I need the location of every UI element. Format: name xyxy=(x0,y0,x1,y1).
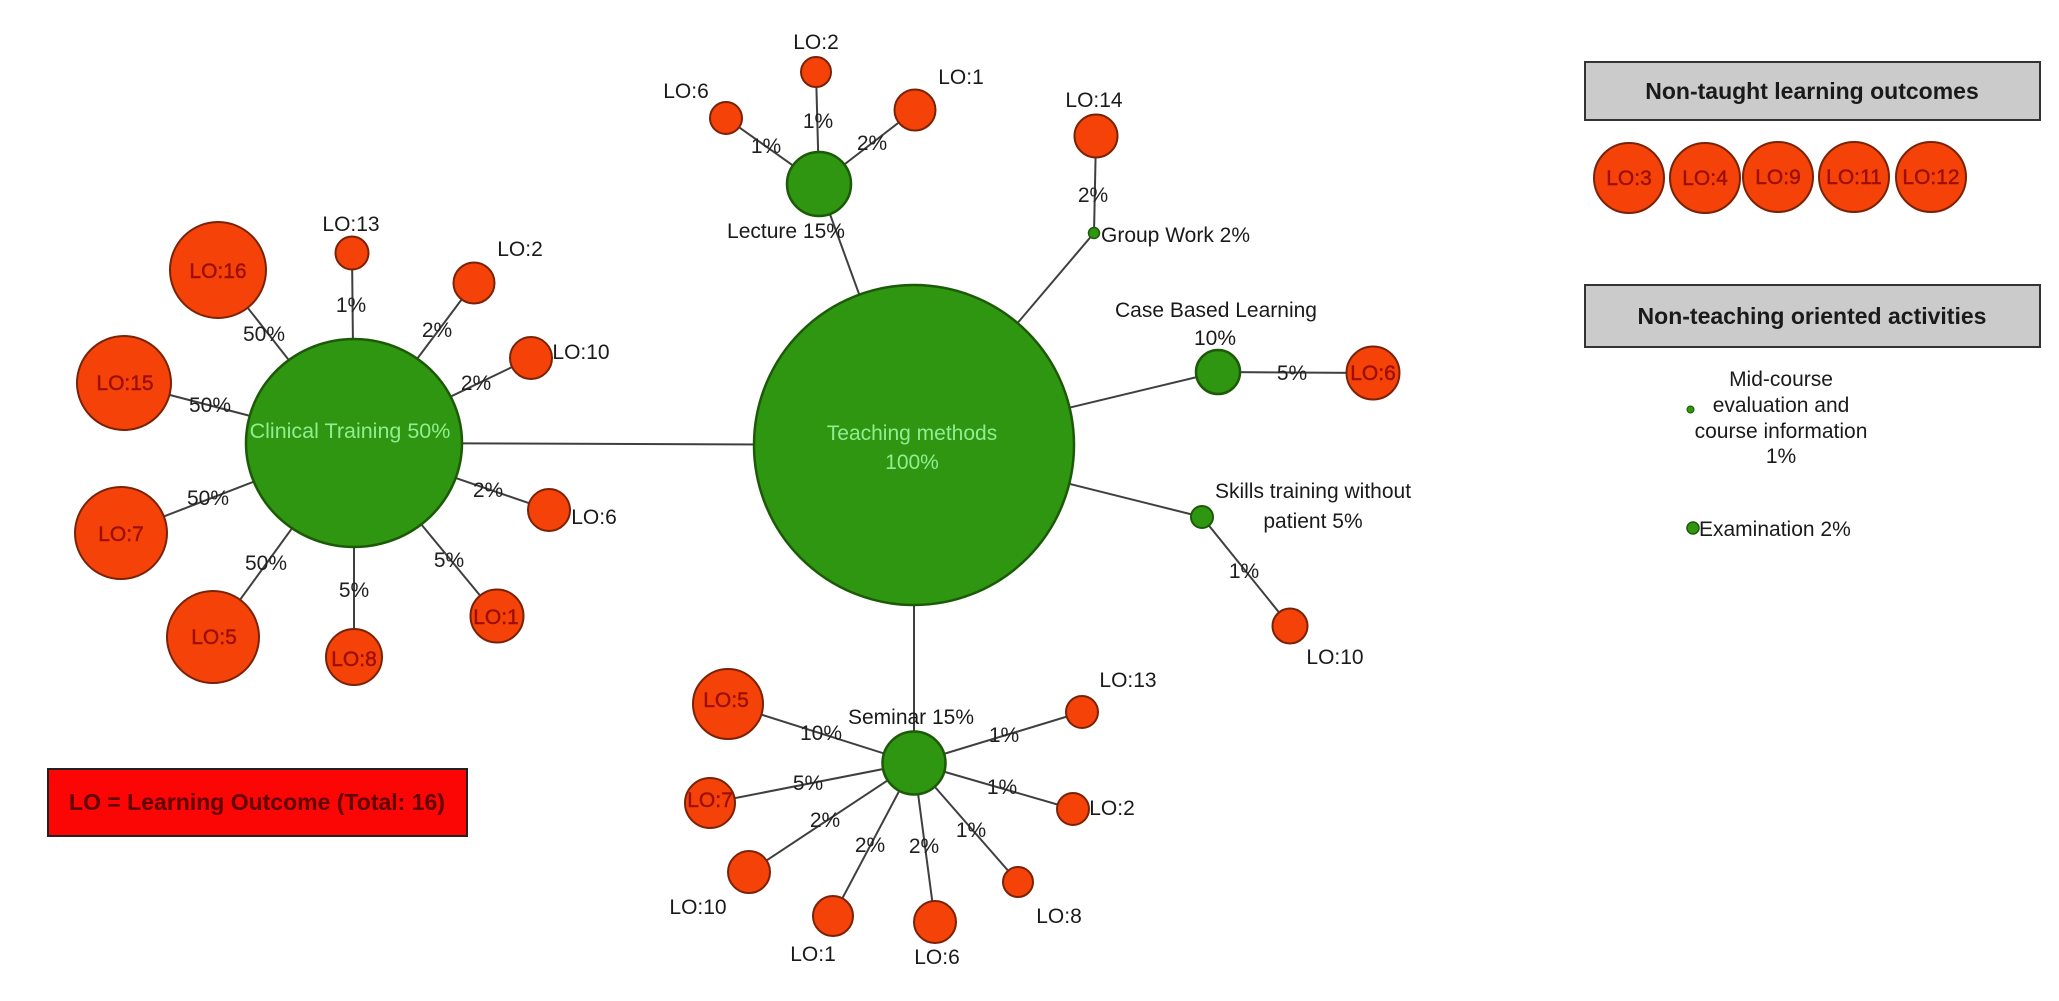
svg-text:10%: 10% xyxy=(800,722,842,745)
svg-text:Mid-course: Mid-course xyxy=(1729,368,1833,391)
svg-text:1%: 1% xyxy=(1766,445,1796,468)
svg-text:2%: 2% xyxy=(1078,184,1108,207)
svg-text:10%: 10% xyxy=(1194,327,1236,350)
svg-text:Group Work 2%: Group Work 2% xyxy=(1101,224,1250,247)
svg-text:2%: 2% xyxy=(810,809,840,832)
svg-text:2%: 2% xyxy=(855,834,885,857)
svg-text:5%: 5% xyxy=(434,549,464,572)
svg-text:LO:16: LO:16 xyxy=(189,260,246,283)
svg-text:50%: 50% xyxy=(187,487,229,510)
svg-text:1%: 1% xyxy=(989,724,1019,747)
svg-text:Seminar 15%: Seminar 15% xyxy=(848,706,974,729)
svg-text:LO:13: LO:13 xyxy=(1099,669,1156,692)
svg-text:2%: 2% xyxy=(461,372,491,395)
svg-text:5%: 5% xyxy=(793,772,823,795)
svg-text:2%: 2% xyxy=(473,479,503,502)
svg-text:patient 5%: patient 5% xyxy=(1263,510,1362,533)
svg-text:50%: 50% xyxy=(243,323,285,346)
svg-text:LO:6: LO:6 xyxy=(571,506,617,529)
svg-text:LO:1: LO:1 xyxy=(473,606,519,629)
svg-text:50%: 50% xyxy=(189,394,231,417)
svg-text:2%: 2% xyxy=(909,835,939,858)
svg-text:2%: 2% xyxy=(422,319,452,342)
svg-text:LO:4: LO:4 xyxy=(1682,167,1728,190)
svg-text:5%: 5% xyxy=(339,579,369,602)
svg-text:LO:3: LO:3 xyxy=(1606,167,1652,190)
svg-text:LO:10: LO:10 xyxy=(669,896,726,919)
svg-text:Teaching methods: Teaching methods xyxy=(827,422,997,445)
svg-text:Skills training without: Skills training without xyxy=(1215,480,1411,503)
svg-text:LO:1: LO:1 xyxy=(790,943,836,966)
svg-text:LO:5: LO:5 xyxy=(191,626,237,649)
svg-text:LO:8: LO:8 xyxy=(331,648,377,671)
svg-text:Clinical Training 50%: Clinical Training 50% xyxy=(250,419,451,443)
svg-text:LO:2: LO:2 xyxy=(793,31,839,54)
svg-text:LO:14: LO:14 xyxy=(1065,89,1123,112)
svg-text:Lecture 15%: Lecture 15% xyxy=(727,220,845,243)
svg-text:Non-teaching oriented activiti: Non-teaching oriented activities xyxy=(1638,303,1987,329)
svg-text:LO:6: LO:6 xyxy=(914,946,960,969)
svg-text:1%: 1% xyxy=(987,776,1017,799)
svg-text:LO:2: LO:2 xyxy=(497,238,543,261)
svg-text:evaluation and: evaluation and xyxy=(1713,394,1850,417)
svg-text:Non-taught learning outcomes: Non-taught learning outcomes xyxy=(1645,78,1979,104)
svg-text:LO = Learning Outcome (Total:: LO = Learning Outcome (Total: 16) xyxy=(69,789,445,815)
svg-text:LO:5: LO:5 xyxy=(703,689,749,712)
svg-text:LO:10: LO:10 xyxy=(1306,646,1363,669)
svg-text:course information: course information xyxy=(1695,420,1868,443)
svg-text:2%: 2% xyxy=(857,132,887,155)
svg-text:Examination 2%: Examination 2% xyxy=(1699,518,1851,541)
svg-text:LO:13: LO:13 xyxy=(322,213,379,236)
svg-text:1%: 1% xyxy=(336,294,366,317)
svg-text:LO:8: LO:8 xyxy=(1036,905,1082,928)
svg-text:1%: 1% xyxy=(803,110,833,133)
svg-text:LO:9: LO:9 xyxy=(1755,166,1801,189)
svg-text:LO:6: LO:6 xyxy=(663,80,709,103)
svg-text:LO:12: LO:12 xyxy=(1902,166,1959,189)
svg-text:Case Based Learning: Case Based Learning xyxy=(1115,299,1317,322)
svg-text:1%: 1% xyxy=(751,135,781,158)
svg-text:LO:7: LO:7 xyxy=(687,789,733,812)
svg-text:LO:10: LO:10 xyxy=(552,341,609,364)
svg-text:LO:15: LO:15 xyxy=(96,372,153,395)
svg-text:LO:7: LO:7 xyxy=(98,523,144,546)
svg-text:LO:2: LO:2 xyxy=(1089,797,1135,820)
svg-text:LO:6: LO:6 xyxy=(1350,362,1396,385)
svg-text:LO:11: LO:11 xyxy=(1826,166,1882,189)
svg-text:100%: 100% xyxy=(885,451,939,474)
svg-text:5%: 5% xyxy=(1277,362,1307,385)
svg-text:50%: 50% xyxy=(245,552,287,575)
svg-text:LO:1: LO:1 xyxy=(938,66,984,89)
svg-text:1%: 1% xyxy=(1229,560,1259,583)
svg-text:1%: 1% xyxy=(956,819,986,842)
